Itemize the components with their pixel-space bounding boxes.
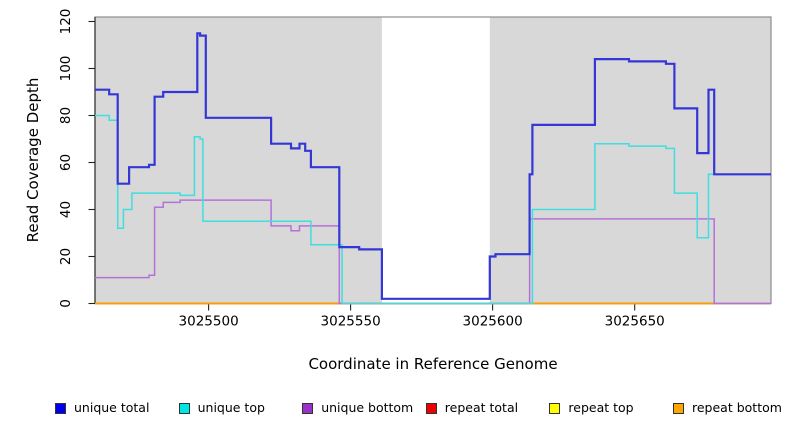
legend-item-unique-bottom: unique bottom [302,399,413,417]
legend-swatch-icon [302,402,314,414]
legend-swatch-icon [55,402,66,414]
legend-label: unique bottom [321,400,414,415]
x-tick-label: 3025600 [463,314,523,330]
y-tick-label: 100 [58,56,74,82]
series-unique-top [95,114,771,305]
legend-label: unique top [197,400,265,415]
legend-item-repeat-top: repeat top [549,399,634,417]
legend-item-repeat-bottom: repeat bottom [673,399,782,417]
legend-swatch-icon [425,402,437,414]
legend-label: repeat bottom [692,400,782,415]
y-tick-label: 20 [58,248,74,265]
y-tick-label: 0 [58,299,74,308]
legend-label: repeat top [568,400,634,415]
y-tick-label: 60 [58,154,74,171]
legend-swatch-icon [673,402,684,414]
legend-item-repeat-total: repeat total [425,399,519,417]
x-tick-label: 3025650 [605,314,665,330]
legend-item-unique-top: unique top [178,399,265,417]
y-tick-label: 80 [58,107,74,124]
legend-swatch-icon [178,402,190,414]
x-tick-label: 3025500 [179,314,239,330]
y-tick-label: 40 [58,201,74,218]
y-axis-title: Read Coverage Depth [24,78,42,243]
series-unique-bottom [95,199,771,305]
legend-swatch-icon [549,402,561,414]
series-unique-total [95,32,771,300]
legend-item-unique-total: unique total [55,399,149,417]
highlight-band [381,17,490,304]
x-axis-title: Coordinate in Reference Genome [308,355,557,373]
x-tick-label: 3025550 [321,314,381,330]
chart-legend: unique total unique top unique bottom repea… [0,399,792,423]
y-tick-label: 120 [58,9,74,35]
legend-label: repeat total [444,400,519,415]
legend-label: unique total [74,400,150,415]
